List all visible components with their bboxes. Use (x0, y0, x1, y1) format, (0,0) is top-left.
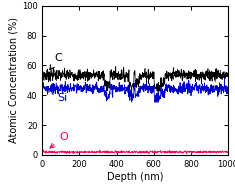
Text: O: O (50, 132, 68, 148)
Y-axis label: Atomic Concentration (%): Atomic Concentration (%) (9, 17, 19, 143)
Text: Si: Si (51, 90, 67, 103)
X-axis label: Depth (nm): Depth (nm) (107, 172, 163, 182)
Text: C: C (50, 53, 62, 70)
